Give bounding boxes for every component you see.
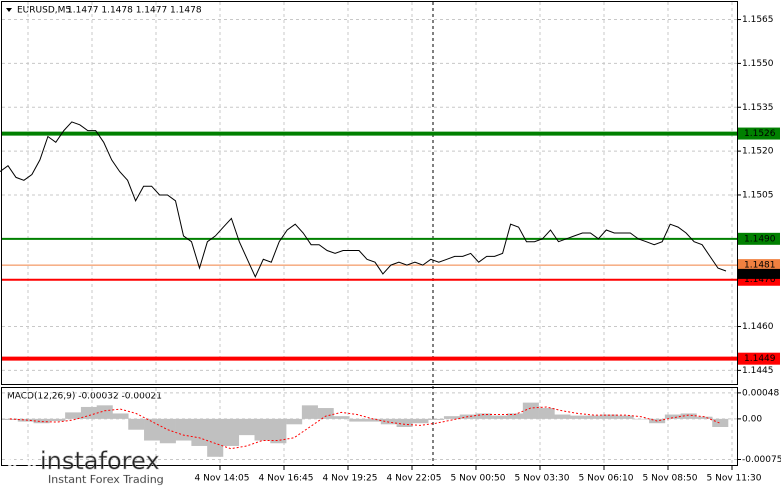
main-frame (1, 1, 738, 385)
y-tick-label: 1.1445 (742, 366, 774, 376)
x-tick-label: 4 Nov 16:45 (259, 474, 314, 484)
menu-icon (6, 8, 12, 12)
macd-bar (270, 418, 287, 444)
level-label: 1.1490 (744, 234, 776, 244)
brand: instaforex (40, 447, 160, 475)
logo-mark (12, 451, 32, 467)
x-tick-label: 4 Nov 19:25 (323, 474, 378, 484)
macd-bar (80, 406, 97, 419)
macd-bar (301, 405, 318, 419)
macd-bar (365, 418, 382, 422)
x-tick-label: 5 Nov 00:50 (451, 474, 506, 484)
macd-bar (49, 418, 66, 422)
level-label-box (738, 127, 780, 140)
y-tick-label: 1.1505 (742, 190, 774, 200)
macd-bar (633, 418, 650, 420)
level-label-box (738, 352, 780, 365)
x-tick-label: 4 Nov 22:05 (387, 474, 442, 484)
last-price-label: 1.1478 (744, 269, 776, 279)
level-label: 1.1481 (744, 261, 776, 271)
level-label: 1.1476 (744, 275, 776, 285)
macd-bar (254, 418, 271, 441)
macd-bar (475, 413, 492, 419)
logo (7, 446, 37, 476)
y-tick-label: 1.1535 (742, 103, 774, 113)
macd-bar (570, 415, 587, 419)
last-price-box (738, 268, 780, 279)
macd-bar (207, 418, 224, 457)
y-tick-label: 0.00048 (742, 388, 779, 398)
macd-frame (1, 387, 738, 466)
macd-bar (191, 418, 208, 446)
y-tick-label: 0.00 (742, 414, 762, 424)
y-tick-label: 1.1565 (742, 15, 774, 25)
macd-bar (222, 418, 240, 446)
y-tick-label: 1.1460 (742, 322, 774, 332)
macd-bar (96, 405, 113, 419)
macd-bar (538, 408, 555, 419)
macd-bar (112, 413, 129, 419)
macd-bar (412, 418, 429, 424)
macd-bar (2, 418, 19, 420)
price-line (0, 121, 727, 279)
macd-bar (664, 414, 681, 419)
macd-title: MACD(12,26,9) -0.00032 -0.00021 (7, 392, 162, 402)
macd-bar (333, 416, 350, 419)
macd-bar (286, 418, 303, 425)
macd-bar (144, 418, 161, 441)
ohlc: 1.1477 1.1478 1.1477 1.1478 (67, 6, 202, 16)
macd-bar (680, 413, 697, 419)
macd-bar (159, 418, 176, 444)
y-tick-label: 1.1550 (742, 59, 774, 69)
signal-line (9, 406, 721, 450)
y-tick-label: -0.00075 (742, 455, 781, 465)
level-label-box (738, 259, 780, 272)
macd-bar (428, 418, 445, 420)
macd-bar (17, 418, 34, 422)
macd-bar (696, 416, 713, 419)
macd-bar (175, 418, 192, 441)
macd-bar (443, 416, 460, 419)
level-label: 1.1449 (744, 354, 776, 364)
macd-bar (65, 412, 82, 419)
symbol: EURUSD,M5 (17, 6, 71, 16)
y-tick-label: 1.1520 (742, 147, 774, 157)
macd-bar (601, 414, 618, 419)
macd-bar (554, 414, 571, 419)
macd-bar (522, 402, 539, 419)
x-tick-label: 4 Nov 14:05 (195, 474, 250, 484)
x-tick-label: 5 Nov 03:30 (515, 474, 570, 484)
macd-bar (396, 418, 413, 427)
level-label: 1.1526 (744, 129, 776, 139)
macd-bar (585, 415, 603, 419)
macd-bar (380, 418, 397, 425)
macd-bar (349, 418, 366, 422)
x-tick-label: 5 Nov 06:10 (579, 474, 634, 484)
macd-bar (712, 418, 729, 427)
macd-bar (238, 418, 255, 436)
macd-bar (317, 408, 334, 419)
x-tick-label: 5 Nov 11:30 (707, 474, 762, 484)
macd-bar (33, 418, 50, 424)
macd-bar (617, 415, 634, 419)
macd-bar (128, 418, 145, 430)
macd-bar (507, 413, 524, 419)
x-tick-label: 5 Nov 08:50 (643, 474, 698, 484)
tagline: Instant Forex Trading (48, 473, 164, 486)
macd-bar (491, 415, 508, 419)
level-label-box (738, 232, 780, 245)
